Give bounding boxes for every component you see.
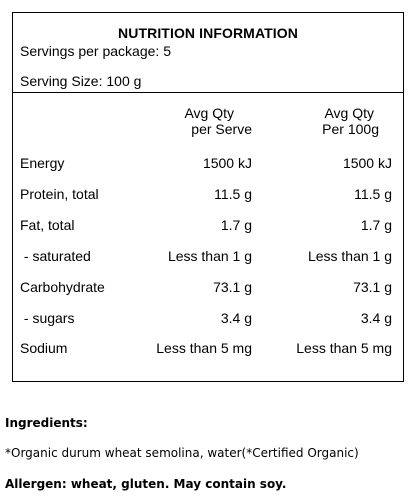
per-serve-value: 11.5 g — [214, 186, 252, 202]
nutrient-label: Protein, total — [20, 186, 99, 202]
nutrient-row-fat: Fat, total 1.7 g 1.7 g — [13, 217, 403, 237]
serving-size: Serving Size: 100 g — [20, 73, 142, 89]
nutrient-label: Carbohydrate — [20, 279, 105, 295]
per-serve-value: Less than 1 g — [167, 248, 252, 264]
per-serve-value: 1500 kJ — [202, 155, 252, 171]
allergen-statement: Allergen: wheat, gluten. May contain soy… — [5, 477, 287, 491]
per-serve-value: 3.4 g — [220, 310, 252, 326]
nutrition-panel: NUTRITION INFORMATION Servings per packa… — [12, 12, 404, 382]
per-100g-value: 73.1 g — [353, 279, 392, 295]
nutrient-label: - saturated — [20, 248, 91, 264]
per-100g-value: 1500 kJ — [342, 155, 392, 171]
column-header-per-serve: Avg Qty per Serve — [184, 105, 252, 137]
per-100g-value: 3.4 g — [360, 310, 392, 326]
nutrient-label: Fat, total — [20, 217, 75, 233]
panel-title: NUTRITION INFORMATION — [118, 25, 298, 41]
servings-per-package: Servings per package: 5 — [20, 43, 171, 59]
nutrient-row-sugars: - sugars 3.4 g 3.4 g — [13, 310, 403, 330]
nutrient-label: Energy — [20, 155, 65, 171]
column-header-per-serve-line2: per Serve — [191, 121, 252, 137]
per-100g-value: Less than 1 g — [307, 248, 392, 264]
nutrient-row-carbohydrate: Carbohydrate 73.1 g 73.1 g — [13, 279, 403, 299]
nutrient-row-energy: Energy 1500 kJ 1500 kJ — [13, 155, 403, 175]
column-header-per-100g: Avg Qty Per 100g — [322, 105, 379, 137]
nutrient-label: Sodium — [20, 340, 68, 356]
per-100g-value: 11.5 g — [354, 186, 392, 202]
per-serve-value: 73.1 g — [213, 279, 252, 295]
nutrient-row-sodium: Sodium Less than 5 mg Less than 5 mg — [13, 340, 403, 360]
per-100g-value: Less than 5 mg — [296, 340, 392, 356]
column-header-per-100g-line1: Avg Qty — [324, 105, 374, 121]
per-serve-value: Less than 5 mg — [156, 340, 252, 356]
divider — [13, 92, 403, 93]
per-serve-value: 1.7 g — [220, 217, 252, 233]
ingredients-heading: Ingredients: — [5, 416, 88, 430]
nutrient-label: - sugars — [20, 310, 75, 326]
column-header-per-serve-line1: Avg Qty — [184, 105, 234, 121]
per-100g-value: 1.7 g — [360, 217, 392, 233]
ingredients-text: *Organic durum wheat semolina, water(*Ce… — [5, 446, 359, 460]
column-header-per-100g-line2: Per 100g — [322, 121, 379, 137]
nutrient-row-saturated: - saturated Less than 1 g Less than 1 g — [13, 248, 403, 268]
nutrient-row-protein: Protein, total 11.5 g 11.5 g — [13, 186, 403, 206]
